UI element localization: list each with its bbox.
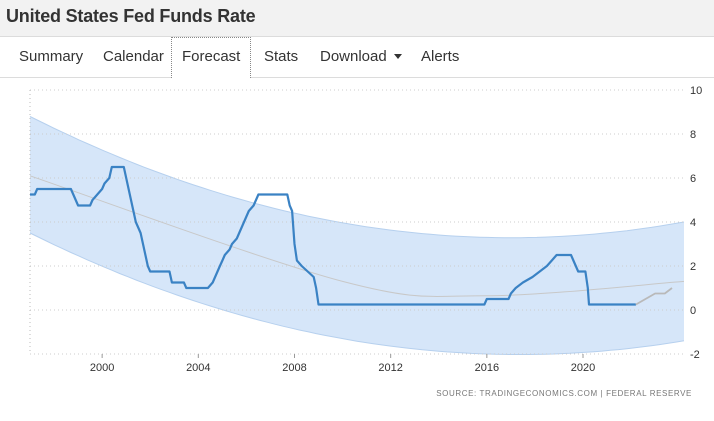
tab-bar: Summary Calendar Forecast Stats Download… (0, 37, 714, 78)
tab-stats[interactable]: Stats (264, 48, 299, 65)
y-tick-label: 8 (690, 129, 696, 141)
x-tick-label: 2008 (282, 362, 306, 374)
tab-alerts[interactable]: Alerts (421, 48, 460, 65)
tab-calendar[interactable]: Calendar (103, 48, 164, 65)
band-lower-edge (29, 232, 685, 355)
chart-area: -2 0 2 4 6 8 10 2000 2004 2008 2012 2016 2020 (0, 78, 714, 416)
series-line-forecast (635, 287, 673, 306)
trend-line (29, 175, 685, 297)
header-bar: United States Fed Funds Rate (0, 0, 714, 37)
series-line-fed-funds-rate (30, 165, 636, 306)
y-tick-label: 10 (690, 85, 702, 97)
tab-summary[interactable]: Summary (19, 48, 84, 65)
source-credit: SOURCE: TRADINGECONOMICS.COM | FEDERAL R… (436, 389, 692, 398)
page-title: United States Fed Funds Rate (6, 6, 256, 26)
forecast-band (30, 116, 684, 355)
y-tick-label: 0 (690, 305, 696, 317)
x-tick-label: 2004 (186, 362, 210, 374)
x-tick-label: 2020 (571, 362, 595, 374)
tab-forecast[interactable]: Forecast (171, 37, 252, 78)
chevron-down-icon (393, 53, 402, 59)
fed-funds-chart: -2 0 2 4 6 8 10 2000 2004 2008 2012 2016 2020 (29, 85, 702, 374)
y-tick-label: 4 (690, 217, 696, 229)
x-tick-label: 2016 (475, 362, 499, 374)
tab-download-label: Download (320, 48, 387, 65)
y-tick-label: 2 (690, 261, 696, 273)
x-tick-label: 2012 (378, 362, 402, 374)
y-tick-label: -2 (690, 349, 700, 361)
y-tick-label: 6 (690, 173, 696, 185)
tab-download[interactable]: Download (320, 37, 402, 77)
x-tick-label: 2000 (90, 362, 114, 374)
band-upper-edge (29, 115, 685, 239)
